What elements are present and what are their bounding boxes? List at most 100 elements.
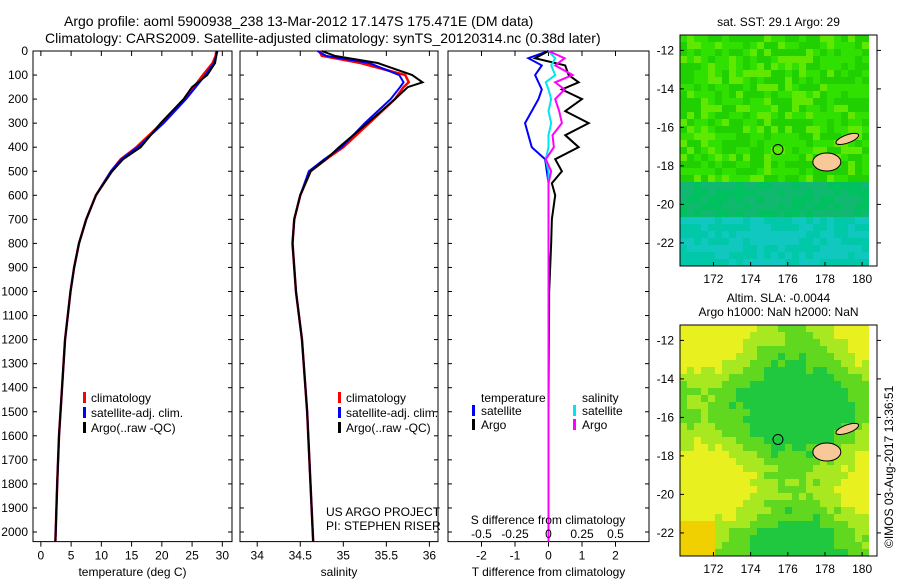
map-cell [764,252,771,259]
map-cell [729,196,736,203]
map-cell [855,549,862,556]
title-line-2: Climatology: CARS2009. Satellite-adjuste… [45,30,601,46]
map-cell [771,409,778,416]
map-cell [694,381,701,388]
map-cell [799,479,806,486]
map-cell [841,70,848,77]
map-cell [743,465,750,472]
map-cell [750,203,757,210]
map-cell [827,35,834,42]
map-cell [841,528,848,535]
map-cell [708,388,715,395]
map-cell [757,381,764,388]
map-cell [687,147,694,154]
map-cell [813,339,820,346]
map-cell [694,161,701,168]
map-cell [855,231,862,238]
map-cell [736,84,743,91]
map-cell [785,133,792,140]
map-cell [680,231,687,238]
map-cell [687,367,694,374]
map-cell [778,409,785,416]
map-cell [764,542,771,549]
map-cell [708,332,715,339]
map-cell [813,332,820,339]
map-cell [834,231,841,238]
map-cell [834,549,841,556]
map-cell [708,231,715,238]
map-cell [785,182,792,189]
map-cell [771,493,778,500]
map-cell [729,535,736,542]
map-cell [792,451,799,458]
map-cell [827,245,834,252]
map-cell [764,63,771,70]
map-cell [778,175,785,182]
map-cell [729,119,736,126]
map-cell [841,105,848,112]
map-cell [715,84,722,91]
map-cell [771,479,778,486]
map-cell [764,133,771,140]
map-cell [743,416,750,423]
map-cell [771,189,778,196]
map-cell [792,458,799,465]
map-cell [771,549,778,556]
map-cell [736,486,743,493]
map-cell [862,168,869,175]
map-cell [722,367,729,374]
map-cell [701,332,708,339]
map-cell [729,84,736,91]
map-cell [841,245,848,252]
map-cell [729,507,736,514]
map-cell [806,423,813,430]
map-cell [771,196,778,203]
map-cell [778,423,785,430]
map-cell [680,91,687,98]
map-cell [701,374,708,381]
map-cell [701,245,708,252]
map-cell [708,63,715,70]
map-cell [708,416,715,423]
map-cell [701,210,708,217]
map-cell [834,367,841,374]
map-cell [848,98,855,105]
map-cell [771,451,778,458]
map-cell [743,451,750,458]
map-cell [841,458,848,465]
map-cell [834,528,841,535]
map-cell [813,374,820,381]
map-cell [799,416,806,423]
map-cell [827,465,834,472]
map-cell [764,500,771,507]
map-cell [743,105,750,112]
map-cell [834,217,841,224]
map-cell [820,465,827,472]
map-cell [778,465,785,472]
map-cell [680,486,687,493]
map-cell [827,98,834,105]
map-cell [736,77,743,84]
map-cell [792,77,799,84]
map-cell [841,514,848,521]
legend-label: satellite [582,404,623,418]
map-cell [743,91,750,98]
map-cell [806,210,813,217]
map-cell [820,493,827,500]
map-cell [792,63,799,70]
map-cell [750,98,757,105]
map-cell [680,217,687,224]
map-cell [722,126,729,133]
map-cell [862,346,869,353]
map-cell [764,224,771,231]
map-cell [694,542,701,549]
map-cell [827,507,834,514]
map-cell [785,70,792,77]
legend-swatch [573,405,576,416]
map-cell [813,70,820,77]
map-cell [743,133,750,140]
lon-tick-label: 180 [852,272,872,286]
map-cell [820,203,827,210]
map-cell [855,126,862,133]
map-cell [820,259,827,266]
